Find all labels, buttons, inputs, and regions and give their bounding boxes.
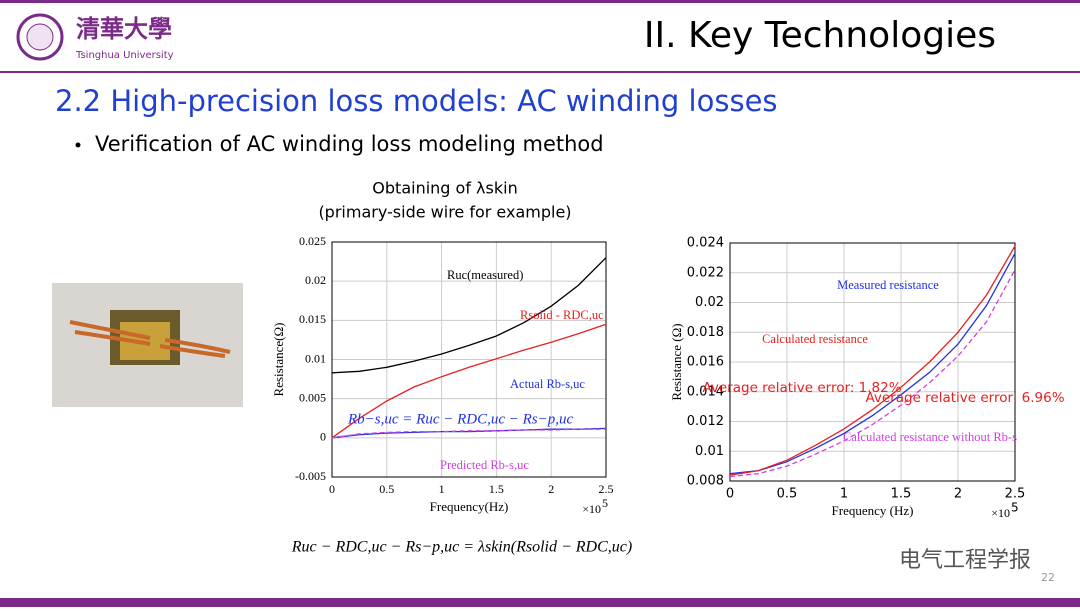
y-axis-label: Resistance (Ω) (669, 323, 684, 400)
chart: 0.008 0.01 0.012 0.014 0.016 0.018 0.02 0.022 0.… (669, 236, 1065, 520)
x-tick-label: 1.5 (891, 487, 912, 502)
leads (69, 320, 231, 358)
x-tick-label: 2.5 (1005, 487, 1026, 502)
series-label: Measured resistance (837, 278, 939, 292)
chart-caption: Obtaining of λskin (372, 179, 517, 198)
logo-en: Tsinghua University (75, 50, 174, 61)
series-label: Predicted Rb-s,uc (440, 458, 529, 472)
logo-cn: 清華大學 (76, 15, 172, 43)
error-note: Average relative error: 6.96% (865, 390, 1064, 406)
series-line (729, 245, 1016, 476)
series-label: Calculated resistance (762, 332, 868, 346)
x-axis-label: Frequency (Hz) (832, 503, 914, 518)
bottom-bar (0, 598, 1080, 607)
page-number: 22 (1041, 571, 1055, 584)
x-axis-label: Frequency(Hz) (430, 499, 509, 514)
y-tick-label: 0.005 (299, 390, 326, 404)
series-label: Rsolid - RDC,uc (520, 308, 604, 322)
series-line (729, 253, 1016, 475)
error-note: Average relative error: 1.82% (702, 380, 901, 396)
logo-seal (16, 13, 64, 61)
photo (52, 283, 243, 407)
y-tick-label: 0.02 (305, 273, 326, 287)
formula: Ruc − RDC,uc − Rs−p,uc = λskin(Rsolid − … (291, 539, 632, 556)
x-tick-label: 0 (329, 482, 335, 496)
logo-inner (26, 23, 54, 51)
y-tick-label: 0.01 (305, 351, 326, 365)
bullet: Verification of AC winding loss modeling… (95, 132, 604, 156)
plot-frame (331, 241, 607, 478)
series-line (331, 257, 607, 374)
series-label: Ruc(measured) (447, 268, 523, 282)
x-tick-label: 2 (954, 487, 962, 502)
series-line (729, 269, 1016, 478)
x-exponent: 5 (602, 496, 608, 510)
x-tick-label: 0.5 (777, 487, 798, 502)
x-tick-label: 1 (439, 482, 445, 496)
y-tick-label: -0.005 (295, 469, 326, 483)
x-multiplier: ×10 (582, 502, 601, 516)
series-line (331, 323, 607, 439)
plot-frame (729, 242, 1016, 482)
watermark: 电气工程学报 (899, 548, 1031, 573)
y-tick-label: 0.022 (687, 265, 724, 280)
y-tick-label: 0 (320, 430, 326, 444)
slide-title: II. Key Technologies (644, 15, 996, 56)
x-tick-label: 2.5 (599, 482, 614, 496)
y-tick-label: 0.024 (687, 236, 724, 251)
x-tick-label: 2 (548, 482, 554, 496)
chart-caption: (primary-side wire for example) (318, 203, 571, 222)
y-tick-label: 0.012 (687, 414, 724, 429)
y-tick-label: 0.015 (299, 312, 326, 326)
x-tick-label: 1 (840, 487, 848, 502)
y-tick-label: 0.018 (687, 325, 724, 340)
y-tick-label: 0.025 (299, 234, 326, 248)
x-exponent: 5 (1011, 501, 1019, 515)
y-axis-label: Resistance(Ω) (271, 323, 286, 397)
annotation: Rb−s,uc = Ruc − RDC,uc − Rs−p,uc (347, 411, 573, 427)
x-multiplier: ×10 (991, 506, 1010, 520)
y-tick-label: 0.014 (687, 384, 724, 399)
series-line (331, 428, 606, 439)
y-tick-label: 0.01 (695, 444, 724, 459)
series-label: Calculated resistance without Rb-s (843, 430, 1017, 444)
top-bar (0, 0, 1080, 3)
bullet-dot (75, 142, 81, 148)
y-tick-label: 0.02 (695, 295, 724, 310)
section-title: 2.2 High-precision loss models: AC windi… (55, 84, 778, 118)
x-tick-label: 0 (726, 487, 734, 502)
y-tick-label: 0.008 (687, 474, 724, 489)
y-tick-label: 0.016 (687, 355, 724, 370)
series-label: Actual Rb-s,uc (510, 377, 585, 391)
x-tick-label: 1.5 (489, 482, 504, 496)
x-tick-label: 0.5 (379, 482, 394, 496)
